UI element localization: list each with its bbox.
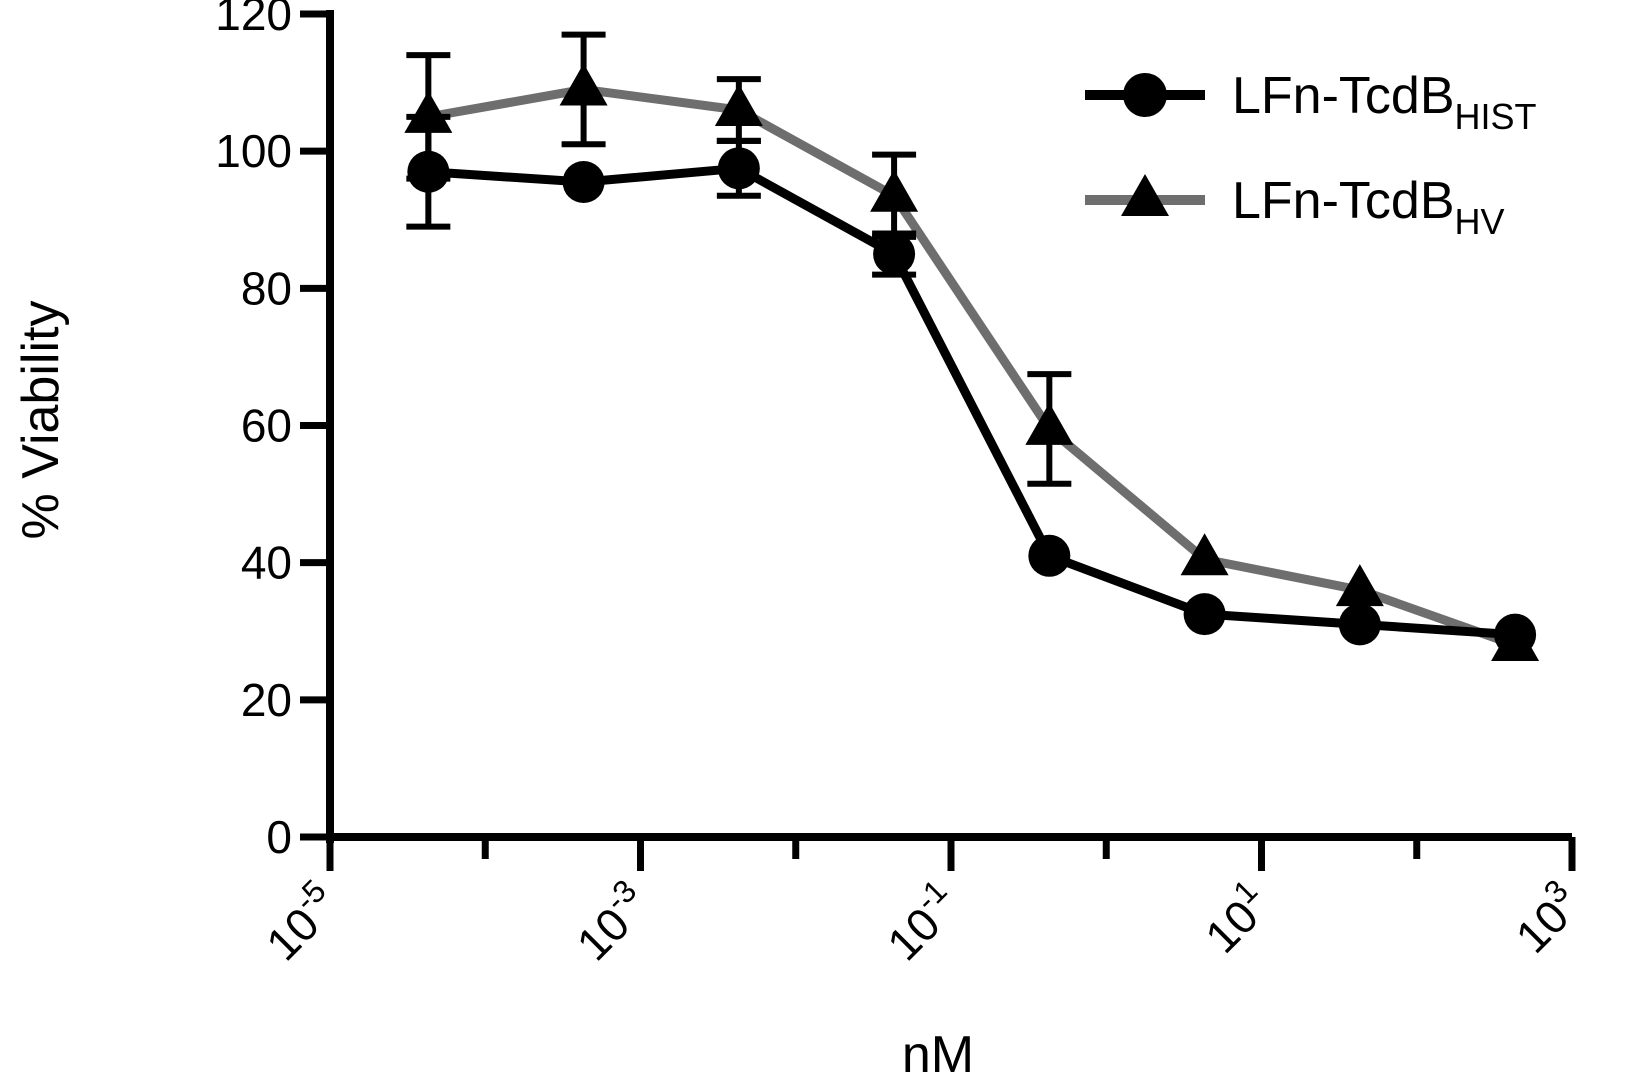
x-axis-label: nM (902, 1026, 974, 1080)
data-point (1338, 603, 1381, 646)
data-point (1335, 564, 1384, 607)
x-tick-label: 101 (1190, 872, 1280, 962)
x-tick-label: 10-3 (562, 872, 660, 970)
legend-marker (1123, 73, 1167, 117)
data-point (870, 169, 919, 212)
data-point (1180, 533, 1229, 576)
legend-label: LFn-TcdBHIST (1232, 67, 1537, 137)
x-tick-label: 103 (1501, 872, 1591, 962)
data-point (1025, 402, 1074, 445)
data-point (1183, 593, 1226, 636)
y-tick-label: 0 (266, 811, 292, 863)
y-tick-label: 20 (241, 674, 292, 726)
data-point (1494, 613, 1537, 656)
y-tick-label: 120 (215, 0, 292, 40)
series-circle (406, 113, 1537, 656)
y-tick-label: 40 (241, 537, 292, 589)
y-tick-label: 100 (215, 125, 292, 177)
data-point (404, 90, 453, 133)
data-point (714, 84, 763, 127)
x-tick-label: 10-1 (872, 872, 970, 970)
y-axis-label: % Viability (12, 301, 70, 540)
legend-marker (1121, 174, 1169, 216)
data-point (873, 233, 916, 276)
data-point (717, 147, 760, 190)
axes: 0 20 40 60 80 100 120 10-5 10-3 10-1 101 103 (215, 0, 1591, 970)
series-layer (404, 31, 1540, 661)
data-point (559, 63, 608, 106)
series-line (427, 84, 1517, 650)
y-tick-label: 60 (241, 400, 292, 452)
series-line (428, 163, 1516, 640)
legend: LFn-TcdBHIST LFn-TcdBHV (1085, 67, 1537, 242)
data-point (562, 161, 605, 204)
data-point (1028, 534, 1071, 577)
series-triangle (404, 31, 1540, 661)
x-tick-label: 10-5 (251, 872, 349, 970)
legend-label: LFn-TcdBHV (1232, 172, 1505, 242)
y-tick-label: 80 (241, 262, 292, 314)
data-point (407, 150, 450, 193)
